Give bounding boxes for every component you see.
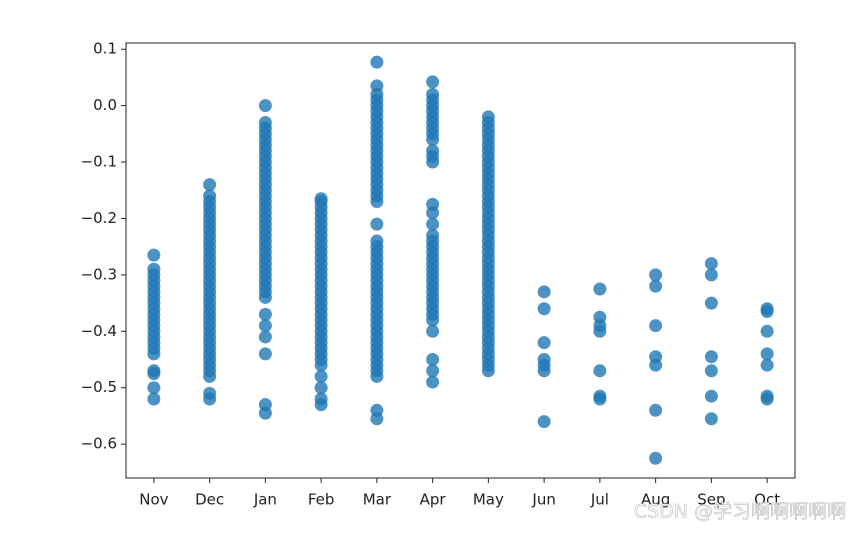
point [426, 155, 440, 169]
point [258, 347, 272, 361]
y-tick-label: −0.1 [81, 153, 117, 171]
plot-frame [125, 42, 796, 479]
y-tick-label: −0.2 [81, 209, 117, 227]
point [704, 268, 718, 282]
point [203, 369, 217, 383]
point [147, 392, 161, 406]
point [147, 347, 161, 361]
y-tick-label: −0.3 [81, 265, 117, 283]
point [760, 392, 774, 406]
watermark: CSDN @学习啊啊啊啊啊 [634, 501, 846, 523]
point [314, 381, 328, 395]
y-tick-label: 0.1 [93, 40, 117, 58]
point [426, 353, 440, 367]
point [593, 324, 607, 338]
point [258, 307, 272, 321]
point [370, 195, 384, 209]
point [760, 324, 774, 338]
point [649, 279, 663, 293]
x-tick-label: Mar [363, 491, 392, 509]
point [704, 389, 718, 403]
point [426, 313, 440, 327]
y-tick-label: −0.5 [81, 378, 117, 396]
x-tick-label: Feb [308, 491, 335, 509]
point [537, 336, 551, 350]
x-tick-label: Aug [641, 491, 670, 509]
x-tick-label: Jan [253, 491, 277, 509]
point [258, 290, 272, 304]
point [537, 364, 551, 378]
point [147, 381, 161, 395]
point [370, 55, 384, 69]
point [314, 398, 328, 412]
point [649, 358, 663, 372]
x-tick-label: Jun [531, 491, 555, 509]
y-tick-label: −0.4 [81, 322, 117, 340]
point [649, 319, 663, 333]
x-tick-label: Apr [420, 491, 447, 509]
point [537, 302, 551, 316]
point [593, 282, 607, 296]
point [147, 367, 161, 381]
point [258, 330, 272, 344]
point [704, 350, 718, 364]
point [370, 412, 384, 426]
point [258, 99, 272, 113]
point [426, 206, 440, 220]
point [203, 178, 217, 192]
point [426, 75, 440, 89]
x-tick-label: Sep [697, 491, 725, 509]
point [426, 375, 440, 389]
point [370, 217, 384, 231]
point [258, 319, 272, 333]
point [537, 415, 551, 429]
point [704, 296, 718, 310]
x-tick-label: Dec [195, 491, 224, 509]
point [760, 347, 774, 361]
point [426, 217, 440, 231]
point [314, 358, 328, 372]
point [481, 364, 495, 378]
x-tick-label: Nov [139, 491, 168, 509]
point [593, 392, 607, 406]
point [537, 285, 551, 299]
point [258, 406, 272, 420]
point [147, 248, 161, 262]
point [314, 369, 328, 383]
point [426, 132, 440, 146]
point [760, 305, 774, 319]
point [704, 412, 718, 426]
point [649, 451, 663, 465]
x-tick-label: May [473, 491, 504, 509]
y-tick-label: −0.6 [81, 435, 117, 453]
point [593, 364, 607, 378]
point [370, 369, 384, 383]
x-tick-label: Oct [754, 491, 780, 509]
point [426, 324, 440, 338]
point [426, 364, 440, 378]
point [649, 403, 663, 417]
x-tick-label: Jul [590, 491, 609, 509]
point [203, 392, 217, 406]
point [704, 257, 718, 271]
point [704, 364, 718, 378]
point [649, 268, 663, 282]
y-tick-label: 0.0 [93, 96, 117, 114]
point [760, 358, 774, 372]
